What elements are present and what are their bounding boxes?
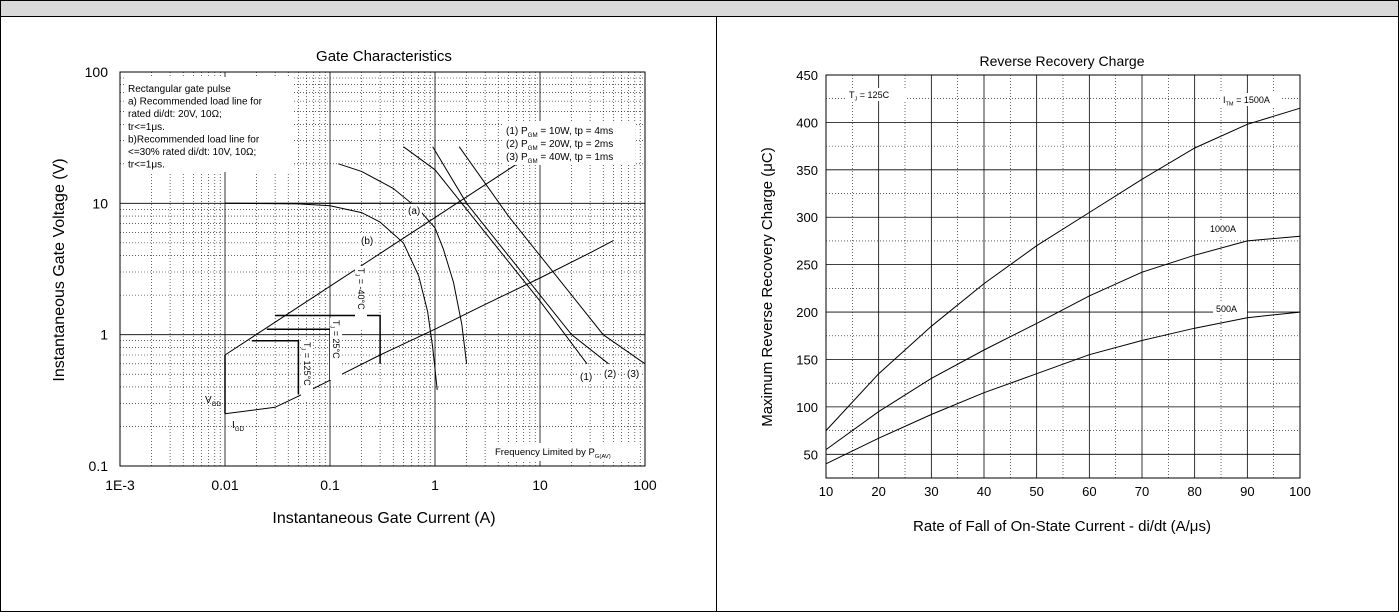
- annotation-igd-sub: GD: [235, 426, 245, 433]
- y-tick-label: 1: [100, 327, 108, 343]
- annotation-tj-125-text: TJ = 125°C: [299, 342, 312, 386]
- series-tj-125-box: [251, 339, 300, 395]
- footer-note-sub: G(AV): [595, 454, 611, 460]
- annotation-tj-25-bg: [330, 318, 342, 380]
- note-line: Rectangular gate pulse: [128, 84, 231, 95]
- annotation-tj-25-text-sub: J: [328, 326, 334, 329]
- annotation-tj-minus40-text-rest: = -40°C: [356, 276, 366, 310]
- annotation-tj-minus40: TJ = -40°C: [353, 266, 367, 328]
- legend-line-rest: = 20W, tp = 2ms: [538, 139, 614, 150]
- note-line: b)Recommended load line for: [128, 134, 260, 145]
- annotation-igd-main: I: [232, 420, 235, 431]
- series-load-line-b: [338, 163, 468, 364]
- legend-line-main: (3) P: [506, 152, 528, 163]
- annotation-tj-minus40-bg: [355, 266, 367, 328]
- annotation-tj-125: TJ = 125°C: [299, 340, 313, 402]
- x-tick-label: 1E-3: [105, 477, 135, 493]
- legend-line-rest: = 40W, tp = 1ms: [538, 152, 614, 163]
- series-curve-b: [224, 202, 438, 390]
- legend-line: (2) PGM = 20W, tp = 2ms: [506, 139, 613, 152]
- annotation-curve-2: (2): [604, 369, 616, 380]
- note-line: <=30% rated di/dt: 10V, 10Ω;: [128, 147, 256, 158]
- footer-note-main: Frequency Limited by P: [495, 447, 595, 458]
- note-line: tr<=1μs.: [128, 122, 165, 133]
- series-p3-40W: [458, 146, 646, 365]
- series-tj-m40-box: [275, 314, 381, 364]
- annotation-b-bg: [359, 234, 375, 247]
- series-p2-20W: [432, 146, 609, 365]
- x-axis-label: Instantaneous Gate Current (A): [272, 510, 495, 527]
- legend-line: (1) PGM = 10W, tp = 4ms: [506, 126, 613, 139]
- annotation-b: (b): [361, 236, 373, 247]
- plot-area-border: [119, 71, 646, 467]
- annotation-tj-minus40-text: TJ = -40°C: [353, 268, 366, 310]
- legend-line-main: (1) P: [506, 126, 528, 137]
- annotation-tj-125-text-main: T: [302, 342, 312, 348]
- y-axis-label: Instantaneous Gate Voltage (V): [51, 158, 68, 381]
- x-tick-label: 0.01: [211, 477, 238, 493]
- annotation-curve-1-bg: [578, 370, 594, 383]
- series-iv-upper: [224, 148, 541, 356]
- legend-box-bg: [503, 121, 635, 165]
- legend-line-rest: = 10W, tp = 4ms: [538, 126, 614, 137]
- footer-note: Frequency Limited by PG(AV): [495, 447, 611, 460]
- annotation-a-bg: [406, 204, 422, 217]
- gate-characteristics-chart: Gate Characteristics Instantaneous Gate …: [51, 48, 657, 527]
- annotation-tj-25: TJ = 25°C: [328, 318, 342, 380]
- series-p1-10W: [403, 146, 588, 365]
- legend-line-main: (2) P: [506, 139, 528, 150]
- annotation-tj-125-text-sub: J: [299, 348, 305, 351]
- annotation-vgd: VGD: [205, 395, 221, 408]
- panel-divider: [716, 16, 717, 612]
- annotation-tj-25-text-rest: = 25°C: [331, 328, 341, 359]
- x-tick-label: 100: [633, 477, 657, 493]
- note-line: a) Recommended load line for: [128, 97, 263, 108]
- annotation-igd: IGD: [232, 420, 245, 433]
- chart-title: Gate Characteristics: [316, 48, 452, 65]
- y-tick-label: 10: [92, 195, 108, 211]
- legend-line-sub: GM: [528, 145, 538, 152]
- annotation-tj-125-text-rest: = 125°C: [302, 350, 312, 386]
- annotation-curve-1: (1): [580, 372, 592, 383]
- annotation-tj-minus40-text-sub: J: [353, 274, 359, 277]
- y-tick-label: 0.1: [89, 458, 109, 474]
- y-tick-label: 100: [85, 64, 109, 80]
- annotation-tj-25-text-main: T: [331, 320, 341, 326]
- x-tick-label: 10: [532, 477, 548, 493]
- annotation-vgd-sub: GD: [212, 401, 222, 408]
- annotation-curve-2-bg: [602, 367, 618, 380]
- annotation-tj-minus40-text-main: T: [356, 268, 366, 274]
- annotation-tj-25-text: TJ = 25°C: [328, 320, 341, 359]
- series-iv-lower: [224, 240, 614, 415]
- legend-line-sub: GM: [528, 158, 538, 165]
- legend-box: (1) PGM = 10W, tp = 4ms(2) PGM = 20W, tp…: [503, 121, 635, 165]
- legend-line: (3) PGM = 40W, tp = 1ms: [506, 152, 613, 165]
- note-line: tr<=1μs.: [128, 160, 165, 171]
- x-tick-label: 1: [431, 477, 439, 493]
- note-box-bg: [124, 77, 294, 172]
- annotation-a: (a): [408, 206, 420, 217]
- x-tick-label: 0.1: [320, 477, 340, 493]
- note-line: rated di/dt: 20V, 10Ω;: [128, 109, 222, 120]
- legend-line-sub: GM: [528, 132, 538, 139]
- annotation-vgd-main: V: [205, 395, 212, 406]
- annotation-curve-3: (3): [627, 369, 639, 380]
- annotation-curve-3-bg: [625, 367, 641, 380]
- annotation-tj-125-bg: [301, 340, 313, 402]
- footer-bg: [490, 443, 640, 461]
- note-box: Rectangular gate pulse a) Recommended loa…: [124, 77, 294, 172]
